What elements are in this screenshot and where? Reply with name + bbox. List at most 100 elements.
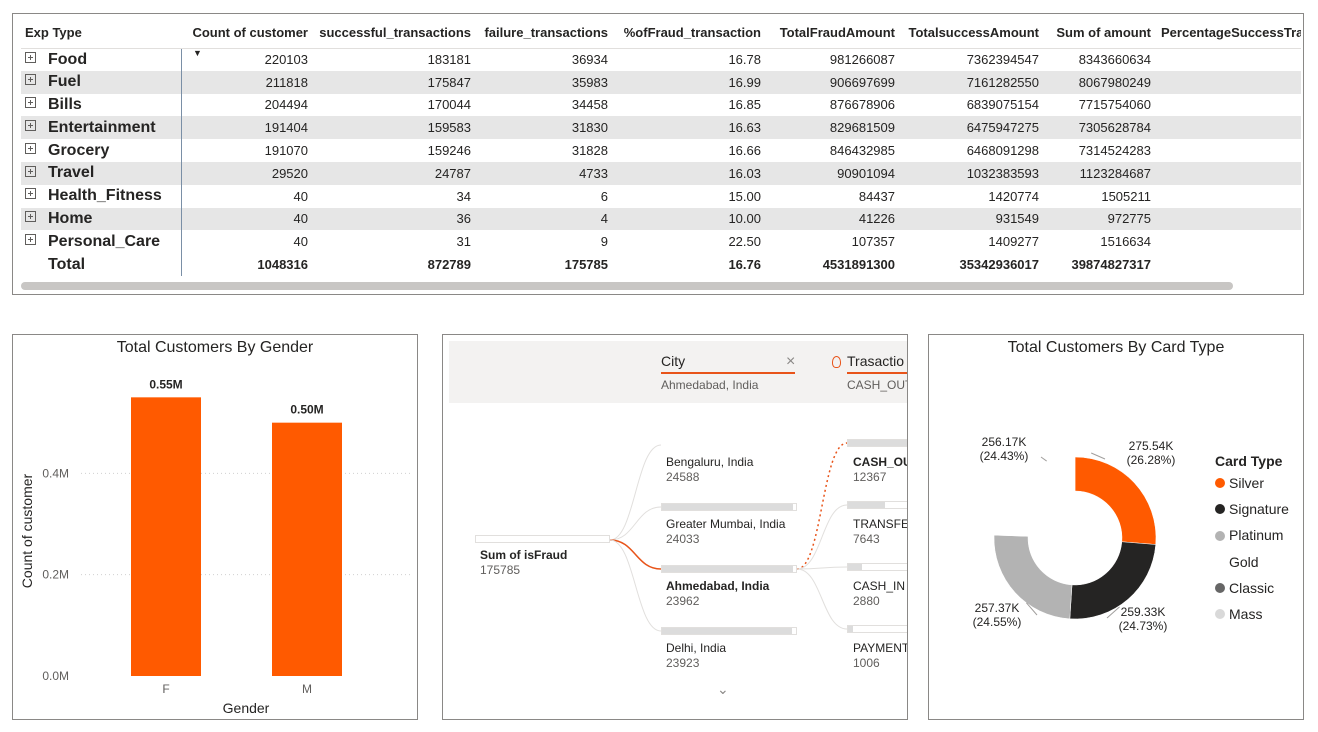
city-connector	[609, 444, 662, 541]
legend-item-signature[interactable]: Signature	[1215, 501, 1289, 517]
cell-success-amt: 7362394547	[966, 52, 1039, 68]
expand-plus-icon[interactable]	[25, 211, 36, 223]
cell-failure: 36934	[571, 52, 608, 68]
column-header-exp-type[interactable]: Exp Type	[21, 18, 181, 49]
city-node-label[interactable]: Greater Mumbai, India	[666, 517, 786, 531]
transaction-node-bar[interactable]	[847, 439, 907, 447]
chevron-down-icon[interactable]: ⌄	[717, 681, 729, 697]
cell-pct: 10.00	[614, 207, 767, 231]
transaction-node-bar[interactable]	[847, 625, 907, 633]
cell-success: 170044	[427, 97, 471, 113]
transaction-node-label[interactable]: PAYMENT	[853, 641, 908, 655]
legend-item-silver[interactable]: Silver	[1215, 475, 1264, 491]
expand-plus-icon[interactable]	[25, 234, 36, 246]
horizontal-scrollbar[interactable]	[21, 282, 1233, 290]
column-header-successful-transactions[interactable]: successful_transactions	[314, 18, 477, 49]
legend-marker	[1215, 556, 1225, 567]
legend-label: Mass	[1229, 606, 1263, 622]
cell-failure: 35983	[477, 70, 614, 94]
expand-plus-icon[interactable]	[25, 142, 36, 154]
table-row[interactable]: Home 40 36 4 10.00 41226 931549 972775	[21, 207, 1301, 231]
expand-plus-icon[interactable]	[25, 188, 36, 200]
row-label: Travel	[48, 164, 95, 182]
cell-pct: 16.78	[728, 52, 761, 68]
data-label-value: 259.33K	[1120, 605, 1166, 619]
cell-sum: 7314524283	[1078, 143, 1151, 159]
cell-pct: 16.85	[728, 97, 761, 113]
transaction-node-label[interactable]: CASH_OUT	[853, 455, 907, 469]
row-header-cell: Home	[21, 207, 182, 231]
root-node-bar[interactable]	[475, 535, 610, 543]
cell-success: 872789	[427, 257, 471, 273]
legend-item-classic[interactable]: Classic	[1215, 580, 1274, 596]
row-label: Grocery	[48, 141, 110, 159]
table-row[interactable]: Fuel 211818 175847 35983 16.99 906697699 71612…	[21, 70, 1301, 94]
transaction-node-value: 2880	[853, 594, 880, 608]
root-node-label[interactable]: Sum of isFraud	[480, 548, 568, 562]
expand-plus-icon[interactable]	[25, 51, 36, 63]
table-row[interactable]: Grocery 191070 159246 31828 16.66 846432985 64…	[21, 139, 1301, 162]
legend-item-platinum[interactable]: Platinum	[1215, 527, 1283, 543]
table-row[interactable]: Bills 204494 170044 34458 16.85 876678906 6839…	[21, 93, 1301, 117]
table-row[interactable]: Health_Fitness 40 34 6 15.00 84437 1420774 1505…	[21, 184, 1301, 208]
cell-percentage-success	[1157, 253, 1301, 276]
cell-pct: 15.00	[728, 188, 761, 204]
city-node-bar[interactable]	[661, 565, 797, 573]
expand-plus-icon[interactable]	[25, 120, 36, 132]
expand-plus-icon[interactable]	[25, 74, 36, 86]
level-city-label[interactable]: City	[661, 353, 686, 369]
lightbulb-icon[interactable]	[832, 356, 841, 368]
column-header-total-success-amount[interactable]: TotalsuccessAmount	[901, 18, 1045, 49]
cell-percentage-success	[1157, 48, 1301, 71]
total-row[interactable]: Total 1048316 872789 175785 16.76 4531891300 3…	[21, 253, 1301, 276]
cell-pct: 16.03	[614, 161, 767, 185]
level-transaction-label[interactable]: Trasactio	[847, 353, 905, 369]
cell-success: 36	[314, 207, 477, 231]
expand-plus-icon[interactable]	[25, 97, 36, 109]
city-node-value: 24033	[666, 532, 700, 546]
city-node-label[interactable]: Delhi, India	[666, 641, 727, 655]
transaction-node-label[interactable]: CASH_IN	[853, 579, 906, 593]
cell-count: 40	[293, 188, 308, 204]
transaction-node-bar[interactable]	[847, 563, 907, 571]
table-row[interactable]: Travel 29520 24787 4733 16.03 90901094 1032383…	[21, 161, 1301, 185]
cell-pct: 16.76	[728, 257, 761, 273]
cell-count: 1048316	[257, 257, 308, 273]
row-header-cell: Entertainment	[21, 116, 182, 140]
level-transaction-underline	[847, 372, 907, 374]
column-header-failure-transactions[interactable]: failure_transactions	[477, 18, 614, 49]
column-header-total-fraud-amount[interactable]: TotalFraudAmount	[767, 18, 901, 49]
close-icon[interactable]: ×	[786, 353, 796, 370]
cell-failure: 9	[600, 234, 608, 250]
cell-success: 24787	[314, 161, 477, 185]
city-node-label[interactable]: Ahmedabad, India	[666, 579, 770, 593]
city-node-bar[interactable]	[661, 627, 797, 635]
cell-success-amt: 1409277	[988, 234, 1039, 250]
data-label-value: 257.37K	[974, 601, 1020, 615]
cell-sum: 7715754060	[1078, 97, 1151, 113]
legend-marker	[1215, 530, 1225, 541]
expand-plus-icon[interactable]	[25, 165, 36, 177]
row-header-cell: Travel	[21, 161, 182, 185]
column-header-pct-fraud[interactable]: %ofFraud_transaction	[614, 18, 767, 49]
cell-failure: 175785	[564, 257, 608, 273]
table-row[interactable]: Personal_Care 40 31 9 22.50 107357 1409277 1516…	[21, 230, 1301, 254]
column-header-count-of-customer[interactable]: Count of customer	[181, 18, 314, 49]
city-node-bar[interactable]	[661, 503, 797, 511]
column-header-percentage-success[interactable]: PercentageSuccessTrar	[1157, 18, 1301, 49]
column-header-sum-of-amount[interactable]: Sum of amount	[1045, 18, 1157, 49]
table-row[interactable]: Entertainment 191404 159583 31830 16.63 82968…	[21, 116, 1301, 140]
legend-item-gold[interactable]: Gold	[1215, 554, 1259, 570]
legend-item-mass[interactable]: Mass	[1215, 606, 1262, 622]
transaction-connector	[796, 442, 848, 570]
leader-line	[1040, 456, 1047, 462]
sort-descending-icon[interactable]: ▼	[193, 48, 202, 58]
card-type-chart-panel: Total Customers By Card Type 275.54K (26.…	[928, 334, 1304, 720]
legend-label: Silver	[1229, 475, 1265, 491]
transaction-node-bar[interactable]	[847, 501, 907, 509]
donut-data-label: 257.37K (24.55%)	[967, 601, 1027, 629]
table-row[interactable]: Food 220103 183181 36934 16.78 981266087 73623…	[21, 48, 1301, 71]
city-node-label[interactable]: Bengaluru, India	[666, 455, 754, 469]
row-label: Bills	[48, 95, 82, 113]
transaction-node-label[interactable]: TRANSFER	[853, 517, 907, 531]
